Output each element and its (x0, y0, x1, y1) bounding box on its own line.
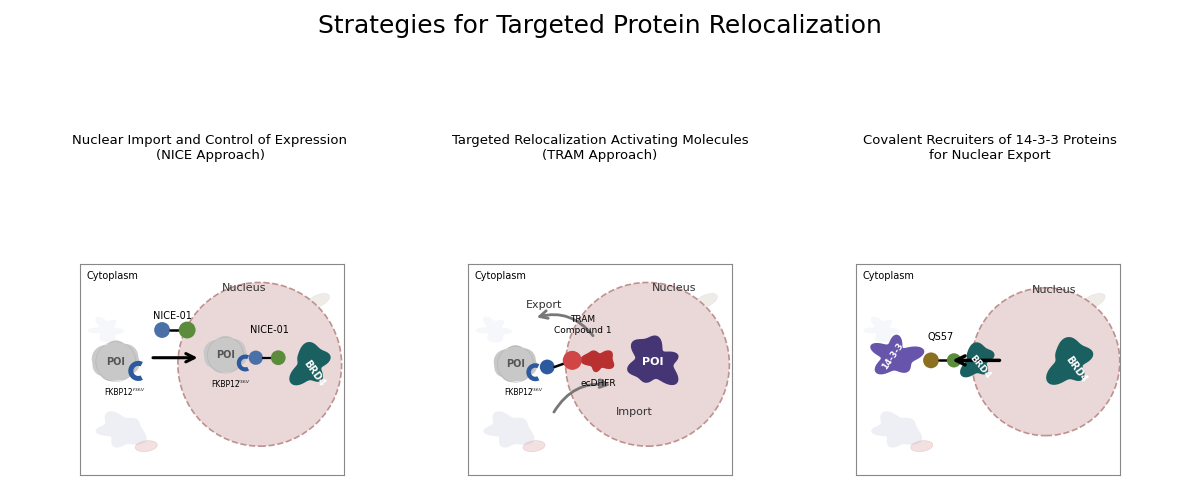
Text: Nucleus: Nucleus (222, 283, 266, 293)
Text: POI: POI (216, 350, 235, 360)
Text: Nucleus: Nucleus (1032, 286, 1076, 295)
Text: Targeted Relocalization Activating Molecules
(TRAM Approach): Targeted Relocalization Activating Molec… (451, 134, 749, 162)
Circle shape (215, 336, 235, 357)
Circle shape (498, 347, 533, 382)
Circle shape (540, 360, 554, 374)
Polygon shape (870, 335, 924, 374)
Text: FKBP12: FKBP12 (211, 380, 240, 389)
Text: Cytoplasm: Cytoplasm (86, 271, 139, 281)
Text: TRAM
Compound 1: TRAM Compound 1 (554, 315, 612, 335)
Text: Cytoplasm: Cytoplasm (475, 271, 527, 281)
Circle shape (505, 345, 526, 366)
Circle shape (210, 351, 232, 372)
Polygon shape (527, 363, 539, 381)
Circle shape (98, 358, 122, 381)
Text: Covalent Recruiters of 14-3-3 Proteins
for Nuclear Export: Covalent Recruiters of 14-3-3 Proteins f… (863, 134, 1117, 162)
Text: $^{F36V}$: $^{F36V}$ (132, 388, 145, 393)
Text: Export: Export (527, 300, 563, 310)
Circle shape (512, 348, 535, 372)
Ellipse shape (911, 441, 932, 452)
Circle shape (517, 356, 538, 376)
Circle shape (565, 282, 730, 446)
Ellipse shape (1091, 335, 1112, 347)
Circle shape (500, 360, 521, 382)
Circle shape (494, 358, 515, 377)
Ellipse shape (136, 441, 157, 452)
Ellipse shape (1081, 293, 1105, 309)
Circle shape (204, 348, 224, 368)
Polygon shape (475, 317, 512, 342)
Text: NICE-01: NICE-01 (250, 325, 288, 335)
Circle shape (204, 340, 228, 365)
Polygon shape (289, 342, 331, 385)
Circle shape (923, 352, 938, 368)
Ellipse shape (306, 293, 330, 309)
Text: $^{F36V}$: $^{F36V}$ (530, 388, 544, 393)
Polygon shape (96, 411, 146, 447)
Text: NICE-01: NICE-01 (154, 311, 192, 321)
Polygon shape (960, 342, 995, 377)
Polygon shape (484, 411, 534, 447)
Text: BRD4: BRD4 (967, 353, 992, 381)
Polygon shape (628, 336, 678, 385)
Text: BRD4: BRD4 (1063, 355, 1088, 384)
Circle shape (92, 354, 114, 376)
Text: Nucleus: Nucleus (652, 283, 696, 293)
Text: POI: POI (506, 360, 524, 369)
Text: POI: POI (642, 357, 664, 367)
Text: BRD4: BRD4 (301, 359, 326, 389)
Circle shape (222, 339, 246, 362)
Polygon shape (580, 350, 614, 372)
Circle shape (220, 350, 241, 372)
Polygon shape (88, 317, 125, 342)
Text: POI: POI (107, 357, 125, 367)
Circle shape (113, 344, 138, 370)
Text: Nuclear Import and Control of Expression
(NICE Approach): Nuclear Import and Control of Expression… (72, 134, 348, 162)
Circle shape (271, 350, 286, 365)
Ellipse shape (703, 335, 724, 347)
Text: Import: Import (616, 407, 653, 417)
Polygon shape (871, 411, 922, 447)
Circle shape (227, 347, 247, 366)
Text: ecDHFR: ecDHFR (581, 379, 617, 388)
Circle shape (154, 322, 170, 338)
Circle shape (104, 340, 127, 363)
Circle shape (248, 350, 263, 365)
Circle shape (109, 357, 133, 380)
Polygon shape (236, 355, 250, 372)
Ellipse shape (316, 335, 336, 347)
Ellipse shape (523, 441, 545, 452)
Text: Cytoplasm: Cytoplasm (863, 271, 914, 281)
Polygon shape (128, 361, 143, 381)
Polygon shape (863, 317, 900, 342)
Circle shape (91, 345, 119, 372)
Circle shape (947, 353, 961, 368)
Text: 14-3-3: 14-3-3 (881, 341, 905, 372)
Circle shape (510, 360, 530, 381)
Circle shape (97, 343, 134, 381)
Text: QS57: QS57 (928, 332, 953, 342)
Ellipse shape (694, 293, 718, 309)
Circle shape (563, 351, 582, 370)
Text: FKBP12: FKBP12 (104, 388, 133, 397)
Circle shape (493, 349, 518, 374)
Circle shape (178, 282, 342, 446)
Circle shape (118, 352, 140, 374)
Circle shape (972, 288, 1120, 436)
Text: Strategies for Targeted Protein Relocalization: Strategies for Targeted Protein Relocali… (318, 14, 882, 38)
Circle shape (179, 322, 196, 338)
Circle shape (209, 338, 242, 372)
Text: $^{F36V}$: $^{F36V}$ (238, 380, 251, 385)
Polygon shape (1046, 337, 1093, 385)
Text: FKBP12: FKBP12 (504, 388, 533, 397)
